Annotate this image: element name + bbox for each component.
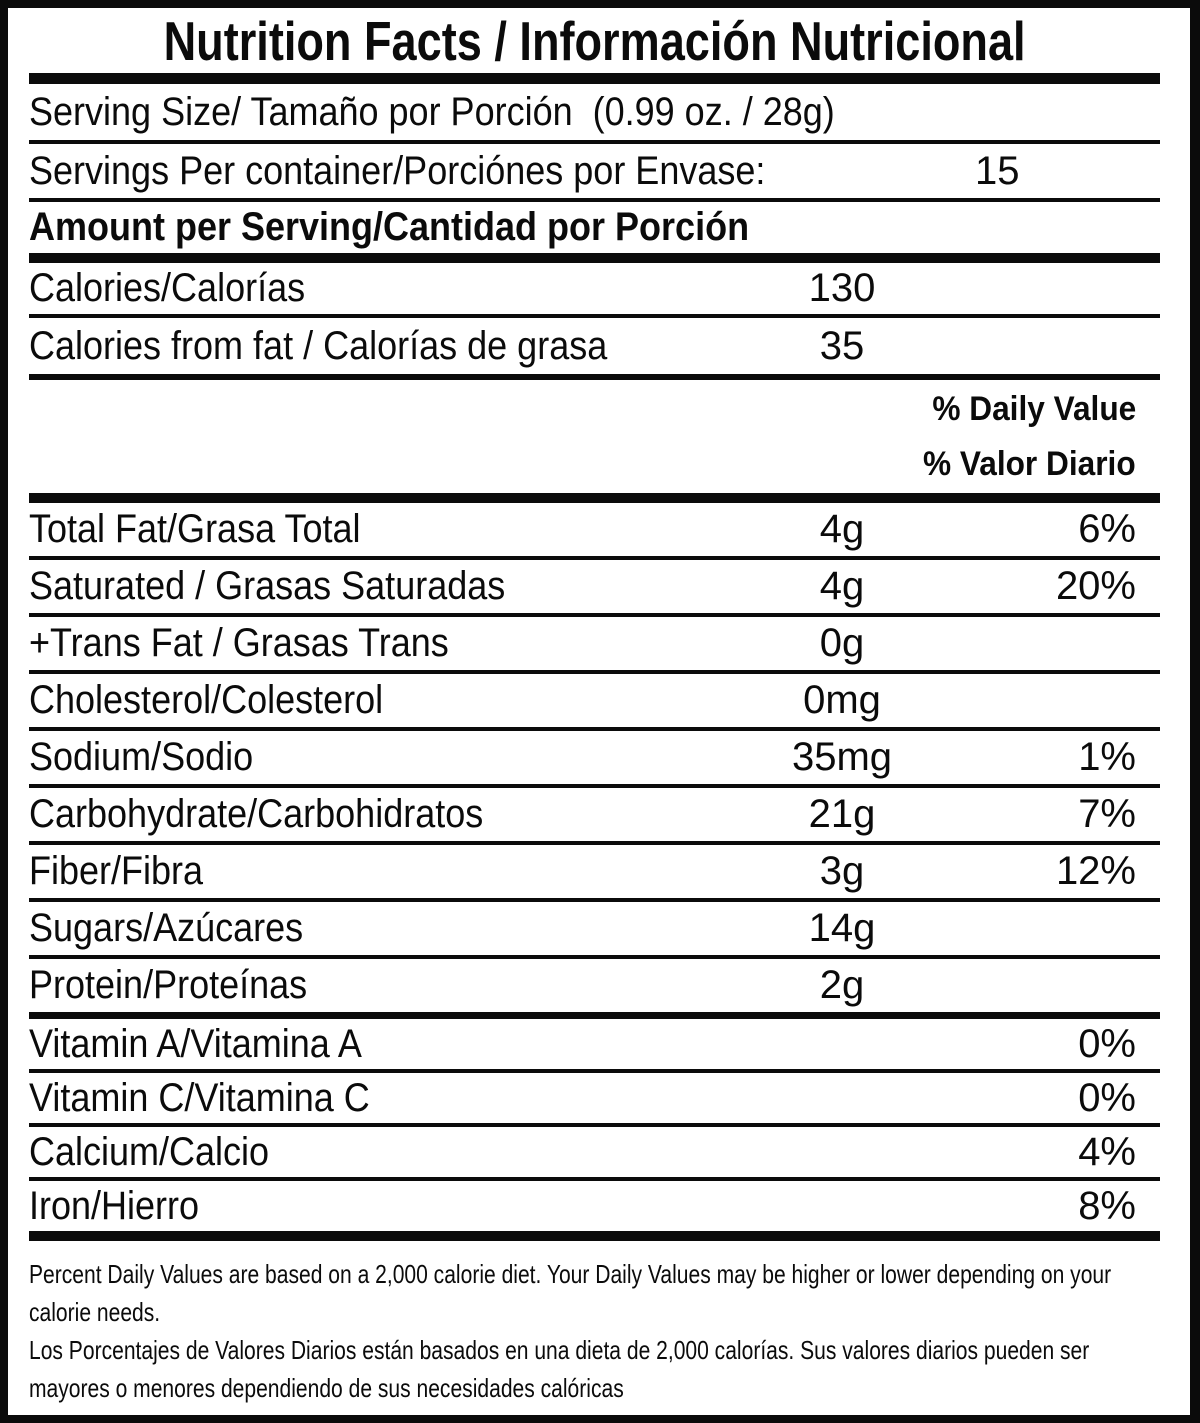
serving-size-row: Serving Size/ Tamaño por Porción (0.99 o… [29, 84, 1160, 140]
servings-per-container-value: 15 [974, 148, 1020, 193]
calories-from-fat-row: Calories from fat / Calorías de grasa 35 [29, 318, 1160, 374]
divider [29, 140, 1160, 144]
divider-thick [29, 73, 1160, 84]
nutrient-row-trans-fat: +Trans Fat / Grasas Trans 0g [29, 617, 1160, 670]
nutrient-row-cholesterol: Cholesterol/Colesterol 0mg [29, 674, 1160, 727]
nutrient-daily-value: 6% [1078, 507, 1136, 551]
nutrient-label: Vitamin A/Vitamina A [29, 1021, 362, 1066]
label-title-row: Nutrition Facts / Información Nutriciona… [29, 8, 1160, 73]
nutrient-label: Sugars/Azúcares [29, 906, 304, 950]
nutrient-row-total-fat: Total Fat/Grasa Total 4g 6% [29, 503, 1160, 556]
nutrient-amount: 35mg [791, 735, 893, 779]
nutrient-label: Cholesterol/Colesterol [29, 678, 384, 722]
nutrient-label: Calcium/Calcio [29, 1129, 270, 1174]
daily-value-header-es: % Valor Diario [923, 444, 1136, 483]
nutrient-label: +Trans Fat / Grasas Trans [29, 621, 449, 665]
divider [29, 314, 1160, 318]
nutrient-row-iron: Iron/Hierro 8% [29, 1181, 1160, 1231]
nutrient-daily-value: 8% [1078, 1183, 1136, 1228]
serving-size-label: Serving Size/ Tamaño por Porción (0.99 o… [29, 89, 835, 134]
nutrient-row-carbohydrate: Carbohydrate/Carbohidratos 21g 7% [29, 788, 1160, 841]
nutrient-daily-value: 1% [1078, 735, 1136, 779]
nutrient-row-fiber: Fiber/Fibra 3g 12% [29, 845, 1160, 898]
nutrient-daily-value: 7% [1078, 792, 1136, 836]
servings-per-container-label: Servings Per container/Porciónes por Env… [29, 148, 766, 193]
nutrient-daily-value: 12% [1055, 849, 1136, 893]
nutrient-amount: 0g [819, 621, 865, 665]
divider-thick [29, 493, 1160, 503]
nutrient-label: Iron/Hierro [29, 1183, 200, 1228]
nutrient-daily-value: 20% [1055, 564, 1136, 608]
divider [29, 727, 1160, 731]
divider [29, 613, 1160, 617]
divider [29, 784, 1160, 788]
footnotes-text: Percent Daily Values are based on a 2,00… [29, 1255, 1163, 1407]
nutrient-label: Vitamin C/Vitamina C [29, 1075, 370, 1120]
nutrient-amount: 14g [808, 906, 876, 950]
nutrient-row-sodium: Sodium/Sodio 35mg 1% [29, 731, 1160, 784]
nutrient-daily-value: 0% [1078, 1021, 1136, 1066]
nutrient-label: Carbohydrate/Carbohidratos [29, 792, 484, 836]
nutrient-row-vitamin-a: Vitamin A/Vitamina A 0% [29, 1019, 1160, 1069]
nutrient-amount: 4g [819, 507, 865, 551]
nutrient-row-vitamin-c: Vitamin C/Vitamina C 0% [29, 1073, 1160, 1123]
divider [29, 1177, 1160, 1181]
nutrient-row-saturated-fat: Saturated / Grasas Saturadas 4g 20% [29, 560, 1160, 613]
amount-per-serving-label: Amount per Serving/Cantidad por Porción [29, 205, 750, 249]
divider-thick [29, 1231, 1160, 1241]
daily-value-header: % Daily Value % Valor Diario [29, 380, 1160, 493]
nutrient-row-protein: Protein/Proteínas 2g [29, 959, 1160, 1012]
divider [29, 1123, 1160, 1127]
divider [29, 955, 1160, 959]
nutrient-label: Saturated / Grasas Saturadas [29, 564, 506, 608]
calories-label: Calories/Calorías [29, 266, 306, 310]
nutrient-label: Sodium/Sodio [29, 735, 254, 779]
nutrient-amount: 4g [819, 564, 865, 608]
label-title: Nutrition Facts / Información Nutriciona… [163, 9, 1026, 72]
nutrient-amount: 3g [819, 849, 865, 893]
nutrient-label: Fiber/Fibra [29, 849, 204, 893]
nutrient-label: Protein/Proteínas [29, 963, 308, 1007]
divider [29, 841, 1160, 845]
footnote-en: Percent Daily Values are based on a 2,00… [29, 1259, 1112, 1327]
amount-per-serving-row: Amount per Serving/Cantidad por Porción [29, 202, 1160, 253]
divider-medium [29, 1012, 1160, 1019]
calories-from-fat-label: Calories from fat / Calorías de grasa [29, 323, 608, 368]
calories-row: Calories/Calorías 130 [29, 263, 1160, 314]
nutrient-amount: 0mg [803, 678, 881, 722]
divider [29, 898, 1160, 902]
nutrient-amount: 21g [808, 792, 876, 836]
divider [29, 556, 1160, 560]
footnotes: Percent Daily Values are based on a 2,00… [29, 1241, 1160, 1415]
nutrient-row-sugars: Sugars/Azúcares 14g [29, 902, 1160, 955]
divider-thick [29, 253, 1160, 263]
calories-from-fat-value: 35 [819, 323, 865, 368]
footnote-es: Los Porcentajes de Valores Diarios están… [29, 1335, 1090, 1403]
divider [29, 670, 1160, 674]
divider [29, 1069, 1160, 1073]
nutrient-amount: 2g [819, 963, 865, 1007]
nutrient-row-calcium: Calcium/Calcio 4% [29, 1127, 1160, 1177]
nutrient-daily-value: 4% [1078, 1129, 1136, 1174]
servings-per-container-row: Servings Per container/Porciónes por Env… [29, 144, 1160, 198]
daily-value-header-en: % Daily Value [932, 389, 1136, 428]
nutrient-label: Total Fat/Grasa Total [29, 507, 361, 551]
calories-value: 130 [808, 266, 876, 310]
divider [29, 198, 1160, 202]
divider [29, 374, 1160, 380]
nutrient-daily-value: 0% [1078, 1075, 1136, 1120]
